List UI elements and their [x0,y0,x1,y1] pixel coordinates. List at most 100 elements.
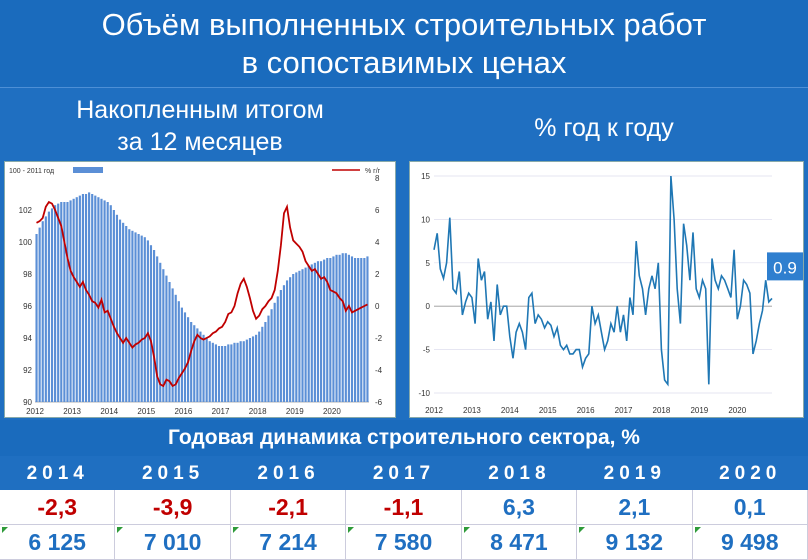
bar [35,234,38,402]
count-cell: 9 132 [577,525,693,560]
bar [177,301,180,402]
x-tick-label: 2015 [137,407,155,416]
bar [205,338,208,402]
year-header: 2018 [488,463,551,484]
bar [50,208,54,402]
x-tick-label: 2017 [615,406,633,415]
year-header: 2014 [26,463,89,484]
cell-marker-icon [232,527,239,533]
growth-percent-cell: -1,1 [346,490,462,525]
y-left-tick-label: 100 [19,238,33,247]
y-tick-label: 5 [426,259,431,268]
years-row: 2014 2015 2016 2017 2018 2019 2020 [0,457,808,490]
bar [122,222,125,402]
bar [357,258,360,402]
growth-percent-cell: -2,1 [230,490,347,525]
bar [316,261,320,402]
bar [350,256,354,402]
bar [304,267,307,402]
bar [319,261,323,402]
x-tick-label: 2013 [63,407,81,416]
bar [41,221,44,402]
bar [47,211,50,402]
count-cell: 9 498 [692,525,808,560]
bar [282,285,286,402]
year-header: 2019 [603,463,666,484]
bar [75,197,78,402]
bar [251,336,255,402]
count-value: 9 498 [720,529,779,555]
bar [81,194,85,402]
y-right-tick-label: 6 [375,206,380,215]
yoy-blue-line [433,175,773,387]
bar [63,202,66,402]
bar [354,258,357,402]
x-tick-label: 2018 [249,407,267,416]
growth-percent-cell: 2,1 [577,490,693,525]
bar [221,346,224,402]
bar [323,259,326,402]
bar [183,312,187,402]
bar [131,230,134,402]
legend-line-label: % г/г [365,168,381,175]
left-heading-line1: Накопленным итогом [76,96,324,124]
bar [341,253,344,402]
yoy-chart: -10 -5 0 5 10 15 2012 2013 2014 2015 2016 2017 2018 2… [418,172,803,415]
bar [273,302,276,402]
bar [103,200,106,402]
cell-marker-icon [579,527,586,533]
bar [360,258,363,402]
bar [97,197,100,402]
bar [261,326,264,402]
cumulative-chart: 100 - 2011 год % г/г 90 92 94 96 98 100 102 -6 -4 -… [9,167,383,416]
left-heading-line2: за 12 месяцев [117,128,283,156]
count-value: 6 125 [28,529,86,555]
count-value: 7 580 [374,529,433,555]
y-tick-label: 10 [421,215,430,224]
bar [38,227,41,402]
x-tick-label: 2020 [323,407,341,416]
count-value: 7 214 [259,529,317,555]
x-tick-label: 2012 [425,406,443,415]
y-right-tick-label: -6 [375,398,383,407]
x-tick-label: 2015 [539,406,557,415]
bar [239,341,242,402]
bar [214,344,217,402]
bar [313,262,316,402]
page-title-line2: в сопоставимых ценах [241,45,567,80]
bar [224,346,227,402]
count-value: 8 471 [490,529,548,555]
bar [292,274,295,402]
year-header: 2020 [719,463,782,484]
bar [255,334,258,402]
y-left-tick-label: 92 [23,366,32,375]
bar [146,240,149,402]
cell-marker-icon [463,527,470,533]
bar [66,202,69,402]
x-tick-label: 2014 [501,406,519,415]
bar [60,202,63,402]
subheader-band: Накопленным итогом за 12 месяцев % год к… [0,87,808,161]
end-value-box [767,252,803,281]
bar [295,272,298,402]
count-value: 9 132 [605,529,664,555]
count-value: 7 010 [143,529,202,555]
bar [143,237,146,402]
cell-marker-icon [117,527,124,533]
y-right-tick-label: 2 [375,270,380,279]
year-header: 2017 [372,463,436,484]
cell-marker-icon [2,527,8,533]
bar [190,322,193,402]
y-tick-label: 0 [426,302,431,311]
bar [329,258,332,402]
count-row: 6 125 7 010 7 214 7 580 8 471 9 132 9 498 [0,525,808,560]
x-tick-label: 2018 [653,406,671,415]
y-right-tick-label: 0 [375,302,380,311]
bar [54,205,57,402]
bar [125,226,128,402]
bar [152,250,156,402]
y-right-tick-label: -4 [375,366,383,375]
bar [310,264,313,402]
yoy-red-line [36,200,368,388]
growth-percent-cell: -2,3 [0,490,116,525]
